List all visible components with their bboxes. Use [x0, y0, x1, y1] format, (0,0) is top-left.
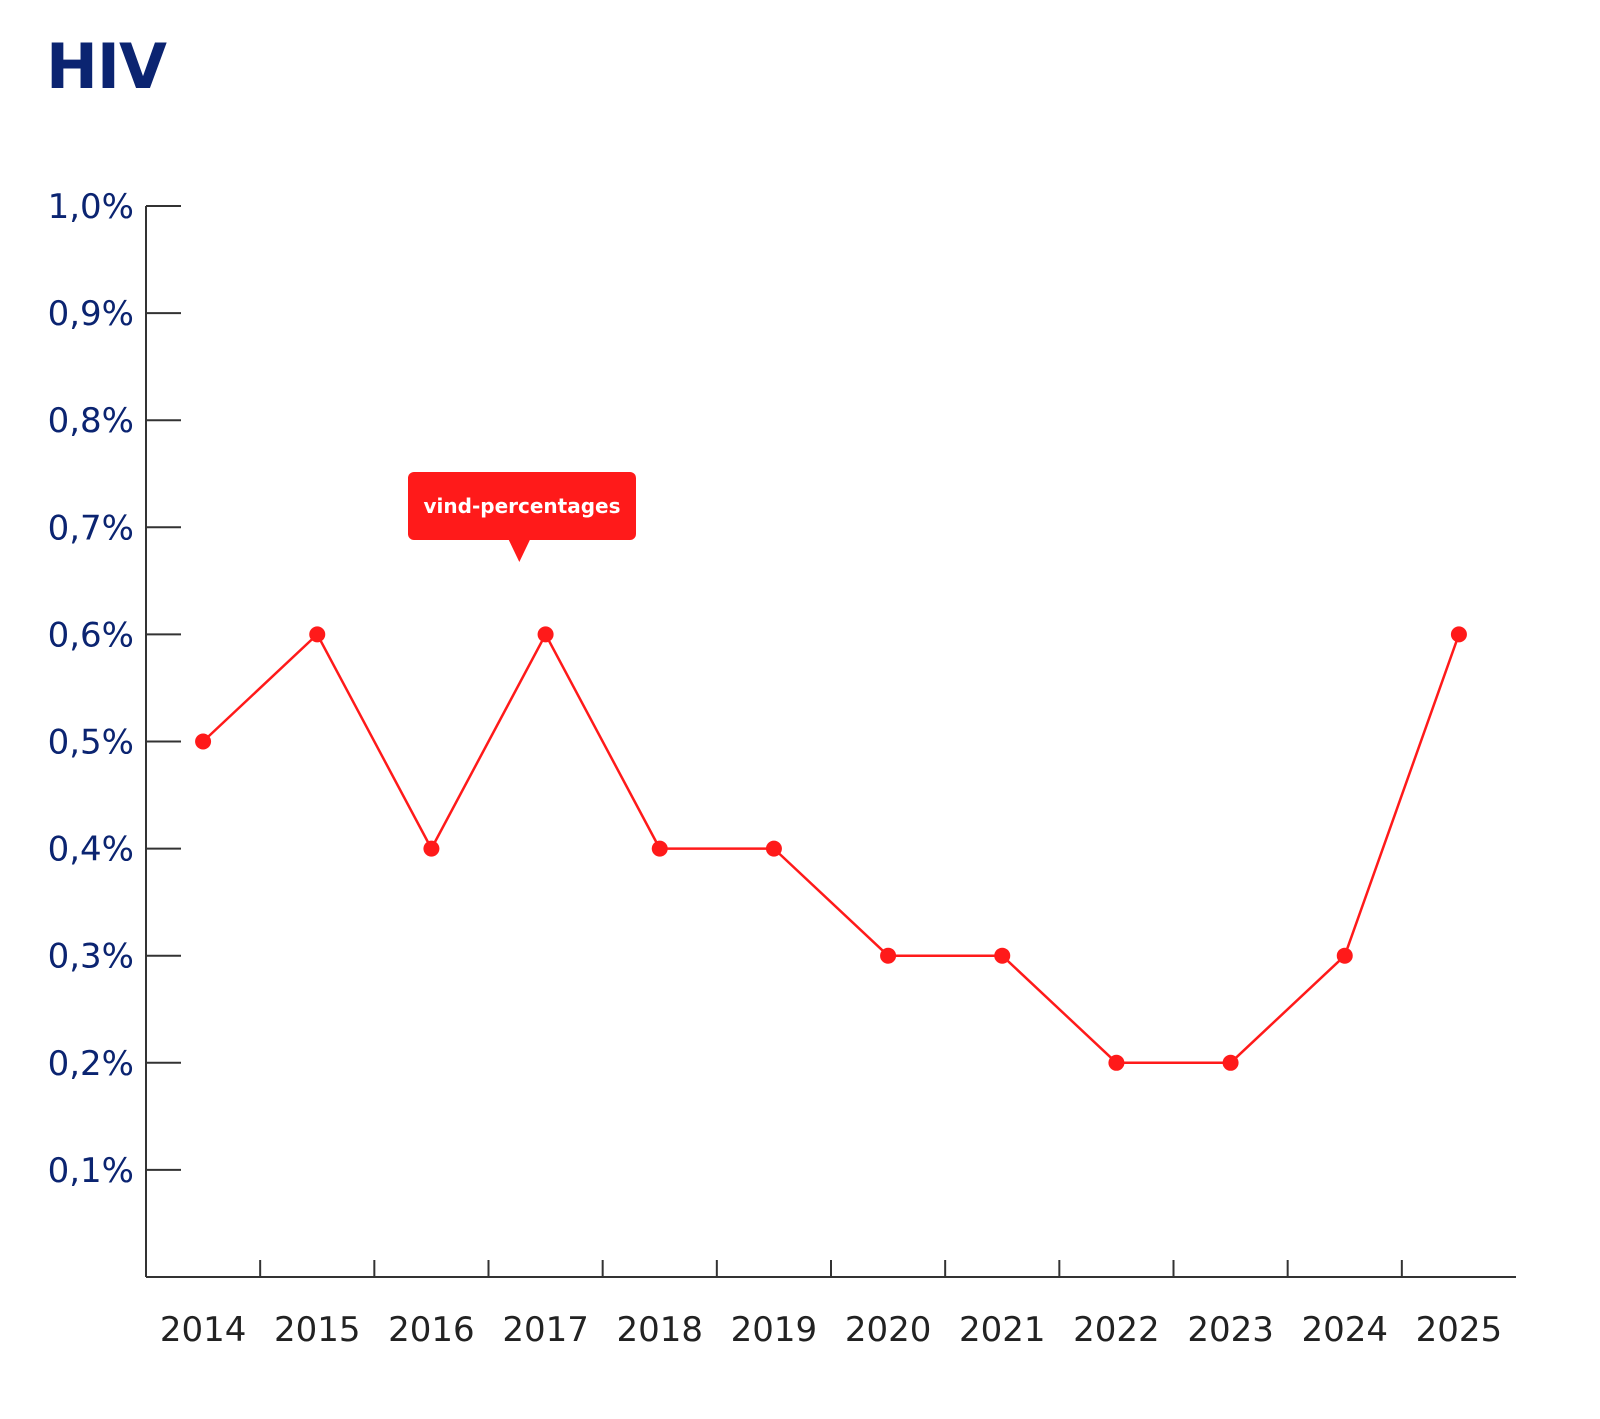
data-point	[1336, 947, 1353, 964]
x-tick-label: 2022	[1073, 1310, 1160, 1350]
annotation-callout: vind-percentages	[408, 472, 636, 562]
y-tick-label: 0,7%	[48, 508, 134, 548]
annotation-box	[408, 472, 636, 540]
y-tick-label: 0,6%	[48, 615, 134, 655]
chart-series	[195, 626, 1467, 1071]
x-tick-label: 2018	[616, 1310, 703, 1350]
x-tick-label: 2015	[274, 1310, 361, 1350]
y-tick-label: 1,0%	[48, 187, 134, 227]
y-tick-label: 0,9%	[48, 294, 134, 334]
x-tick-label: 2023	[1187, 1310, 1274, 1350]
data-point	[765, 840, 782, 857]
data-point	[423, 840, 440, 857]
series-line	[202, 633, 1461, 1065]
x-tick-label: 2025	[1416, 1310, 1503, 1350]
annotation-pointer	[508, 539, 531, 562]
x-tick-label: 2014	[160, 1310, 247, 1350]
data-point	[309, 626, 326, 643]
data-point	[1108, 1054, 1125, 1071]
x-tick-label: 2021	[959, 1310, 1046, 1350]
y-tick-label: 0,5%	[48, 723, 134, 763]
annotation-label: vind-percentages	[424, 494, 621, 518]
x-tick-label: 2020	[845, 1310, 932, 1350]
data-point	[651, 840, 668, 857]
x-tick-label: 2019	[731, 1310, 818, 1350]
y-tick-label: 0,4%	[48, 830, 134, 870]
data-point	[195, 733, 212, 750]
x-tick-label: 2024	[1301, 1310, 1388, 1350]
chart-axes	[145, 206, 1516, 1278]
y-axis-ticks: 0,1% 0,2% 0,3% 0,4% 0,5% 0,6% 0,7% 0,8% 0,9% 1,0%	[48, 187, 181, 1191]
x-tick-label: 2017	[502, 1310, 589, 1350]
y-tick-label: 0,1%	[48, 1151, 134, 1191]
y-tick-label: 0,3%	[48, 937, 134, 977]
data-point	[880, 947, 897, 964]
data-point	[1222, 1054, 1239, 1071]
y-tick-label: 0,8%	[48, 401, 134, 441]
data-point	[1450, 626, 1467, 643]
x-tick-label: 2016	[388, 1310, 475, 1350]
y-tick-label: 0,2%	[48, 1044, 134, 1084]
data-point	[994, 947, 1011, 964]
chart-title: HIV	[46, 30, 167, 103]
data-point	[537, 626, 554, 643]
x-axis-ticks: 2014 2015 2016 2017 2018 2019 2020 2021 2022 2023…	[160, 1260, 1502, 1350]
